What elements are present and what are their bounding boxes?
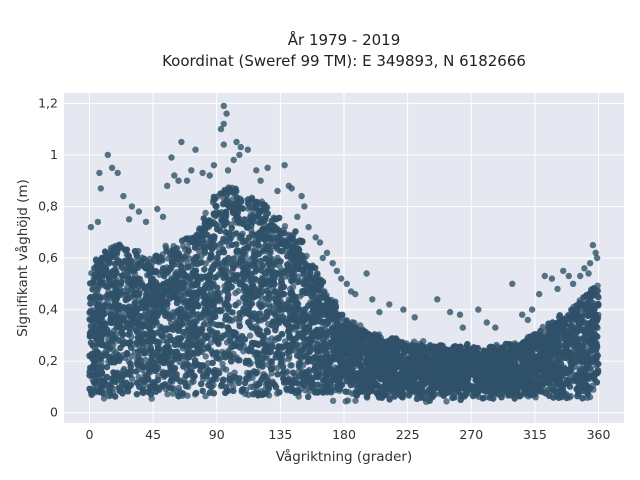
- data-point: [219, 360, 226, 368]
- data-point: [251, 246, 258, 253]
- data-points: [86, 102, 602, 405]
- data-point: [245, 205, 252, 212]
- data-point: [202, 209, 209, 217]
- data-point: [246, 332, 254, 339]
- data-point: [202, 392, 209, 400]
- data-point: [204, 360, 212, 367]
- data-point: [342, 398, 349, 405]
- data-point: [273, 364, 281, 372]
- data-point: [202, 353, 209, 360]
- chart-title-line2: Koordinat (Sweref 99 TM): E 349893, N 61…: [162, 52, 526, 70]
- data-point: [352, 397, 359, 404]
- data-point: [235, 287, 242, 295]
- data-point: [142, 356, 149, 364]
- data-point: [110, 243, 117, 251]
- data-point: [443, 398, 450, 405]
- data-point: [164, 391, 171, 398]
- data-point: [289, 283, 297, 291]
- chart-title-line1: År 1979 - 2019: [288, 30, 401, 49]
- data-point: [255, 310, 262, 318]
- data-point: [188, 379, 195, 386]
- data-point: [266, 304, 274, 311]
